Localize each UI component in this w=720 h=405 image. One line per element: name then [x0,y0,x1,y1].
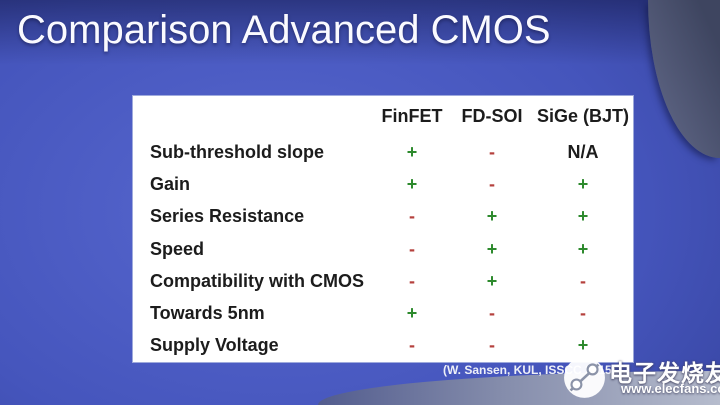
cell-value: + [486,270,498,291]
column-header-fdsoi: FD-SOI [461,105,523,126]
watermark-url-text: www.elecfans.com [621,381,720,396]
row-label: Speed [150,238,205,259]
cell-value: N/A [567,141,599,162]
cell-value: + [406,173,418,194]
cell-value: + [486,206,498,227]
row-label: Compatibility with CMOS [150,270,364,291]
row-label: Series Resistance [150,206,305,227]
cell-value: - [489,335,495,356]
cell-value: - [409,270,415,291]
row-label: Supply Voltage [150,335,279,356]
cell-value: - [489,141,495,162]
cell-value: + [406,141,418,162]
cell-value: + [577,238,589,259]
watermark: 电子发烧友 www.elecfans.com [563,354,720,402]
column-header-finfet: FinFET [381,105,443,126]
column-header-sige: SiGe (BJT) [536,105,629,126]
watermark-brand-text: 电子发烧友 [609,360,720,386]
cell-value: - [580,270,586,291]
cell-value: - [580,303,586,324]
row-label: Sub-threshold slope [150,141,325,162]
slide-title: Comparison Advanced CMOS [17,8,551,52]
row-label: Towards 5nm [150,303,265,324]
cell-value: + [486,238,498,259]
cell-value: + [577,335,589,356]
elecfans-logo-icon [563,356,606,399]
cell-value: - [489,173,495,194]
cell-value: + [577,206,589,227]
comparison-table: FinFET FD-SOI SiGe (BJT) Sub-threshold s… [133,96,633,362]
cell-value: - [489,303,495,324]
cell-value: + [577,173,589,194]
row-label: Gain [150,173,191,194]
cell-value: - [409,238,415,259]
cell-value: - [409,335,415,356]
cell-value: - [409,206,415,227]
top-right-decoration [648,0,720,158]
cell-value: + [406,303,418,324]
